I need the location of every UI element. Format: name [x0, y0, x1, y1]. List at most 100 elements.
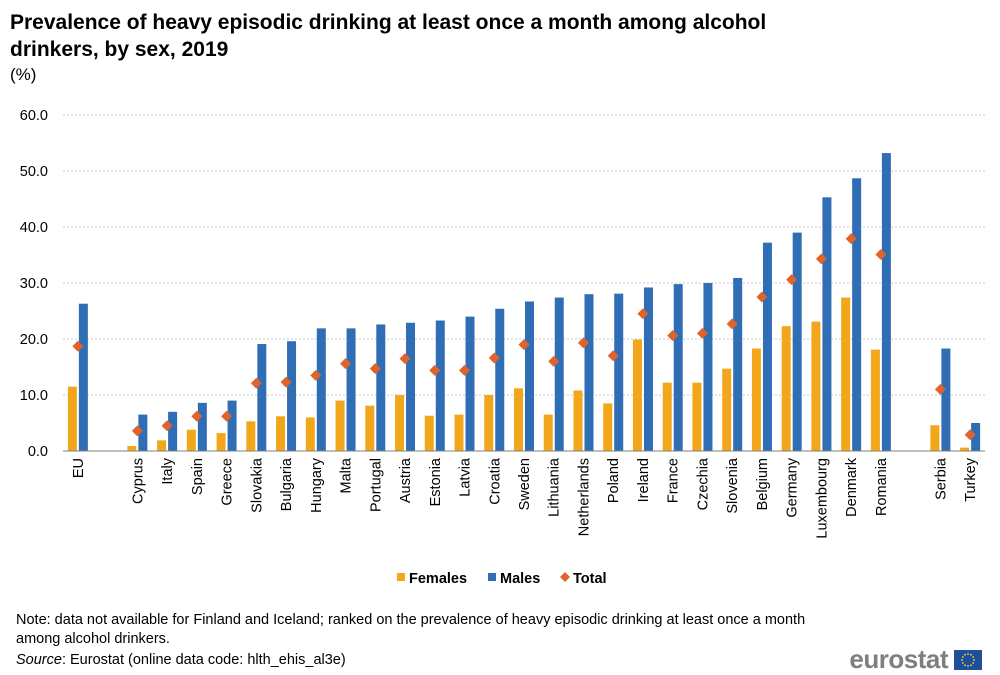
bar-females: [484, 395, 494, 451]
x-tick-label: Austria: [398, 457, 414, 503]
chart-source: Source: Eurostat (online data code: hlth…: [16, 652, 346, 668]
bar-females: [186, 429, 196, 451]
marker-total: [429, 364, 441, 376]
x-tick-label: Spain: [190, 458, 206, 495]
y-tick-label: 30.0: [20, 276, 48, 292]
bar-males: [376, 324, 386, 451]
bar-males: [941, 348, 951, 451]
bar-males: [495, 308, 505, 451]
x-tick-label: Netherlands: [576, 458, 592, 536]
bar-males: [525, 301, 534, 451]
x-tick-label: Serbia: [933, 457, 949, 500]
marker-total: [488, 352, 500, 364]
bar-males: [138, 414, 148, 451]
bar-females: [127, 445, 137, 451]
logo-text: eurostat: [849, 644, 948, 674]
x-tick-label: Sweden: [517, 458, 533, 510]
x-tick-label: Slovenia: [725, 457, 741, 514]
x-tick-label: Portugal: [368, 458, 384, 512]
marker-total: [280, 376, 292, 388]
bar-males: [554, 297, 564, 451]
marker-total: [726, 318, 738, 330]
marker-total: [875, 248, 887, 260]
eu-flag-icon: [954, 649, 982, 670]
bar-females: [751, 348, 761, 451]
marker-total: [607, 350, 619, 362]
bar-males: [733, 277, 743, 451]
marker-total: [161, 420, 173, 432]
x-tick-label: Romania: [874, 457, 890, 516]
bar-males: [346, 328, 356, 451]
bar-males: [792, 232, 802, 451]
y-axis-unit: (%): [10, 65, 37, 84]
x-tick-label: Czechia: [695, 457, 711, 510]
legend-swatch-males: [488, 573, 496, 581]
marker-total: [637, 308, 649, 320]
x-tick-label: Poland: [606, 458, 622, 503]
x-tick-label: Bulgaria: [279, 457, 295, 511]
marker-total: [696, 327, 708, 339]
bar-females: [603, 403, 613, 451]
eurostat-logo: eurostat: [849, 644, 982, 675]
marker-total: [845, 233, 857, 245]
x-tick-label: Estonia: [428, 457, 444, 506]
marker-total: [369, 363, 381, 375]
bar-females: [335, 400, 345, 451]
bar-females: [781, 326, 791, 451]
y-tick-label: 60.0: [20, 108, 48, 124]
bar-females: [662, 382, 672, 451]
bar-females: [395, 395, 405, 451]
bar-females: [424, 415, 434, 451]
bar-males: [822, 197, 832, 451]
y-tick-label: 20.0: [20, 332, 48, 348]
chart-note: Note: data not available for Finland and…: [16, 612, 806, 647]
marker-total: [786, 274, 798, 286]
legend-label-males: Males: [500, 571, 540, 587]
bar-males: [643, 287, 653, 451]
marker-total: [548, 355, 560, 367]
marker-total: [459, 364, 471, 376]
bar-females: [365, 405, 375, 451]
bar-males: [614, 293, 624, 451]
x-tick-label: Turkey: [963, 457, 979, 502]
x-tick-label: France: [666, 458, 682, 503]
marker-total: [399, 353, 411, 365]
x-tick-label: EU: [71, 458, 87, 478]
bar-chart: 0.0 10.0 20.0 30.0 40.0 50.0 60.0 EU Cyprus Italy…: [20, 108, 985, 587]
x-tick-label: Ireland: [636, 458, 652, 502]
x-tick-label: Croatia: [487, 457, 503, 505]
marker-total: [340, 358, 352, 370]
bar-males: [465, 316, 475, 451]
bar-males: [257, 344, 267, 451]
bar-males: [762, 242, 772, 451]
y-tick-label: 50.0: [20, 164, 48, 180]
legend-label-total: Total: [573, 571, 607, 587]
x-tick-label: Germany: [785, 457, 801, 517]
bar-males: [435, 320, 445, 451]
bar-males: [78, 303, 88, 451]
bar-males: [406, 322, 416, 451]
y-tick-label: 0.0: [28, 444, 48, 460]
marker-total: [310, 369, 322, 381]
marker-total: [250, 377, 262, 389]
bar-females: [870, 349, 880, 451]
bar-males: [881, 153, 891, 451]
bar-females: [811, 321, 821, 451]
marker-total: [934, 383, 946, 395]
x-tick-label: Hungary: [309, 457, 325, 513]
marker-total: [72, 340, 84, 352]
marker-total: [131, 425, 143, 437]
bar-males: [971, 423, 981, 451]
chart-title: Prevalence of heavy episodic drinking at…: [10, 11, 767, 61]
bar-males: [852, 178, 862, 451]
bar-females: [305, 417, 315, 451]
bar-males: [703, 283, 713, 451]
x-tick-label: Malta: [339, 457, 355, 493]
source-text: : Eurostat (online data code: hlth_ehis_…: [61, 652, 346, 668]
bar-males: [287, 341, 297, 451]
legend-swatch-females: [397, 573, 405, 581]
bar-females: [454, 414, 464, 451]
marker-total: [756, 291, 768, 303]
marker-total: [964, 429, 976, 441]
bar-females: [573, 390, 583, 451]
